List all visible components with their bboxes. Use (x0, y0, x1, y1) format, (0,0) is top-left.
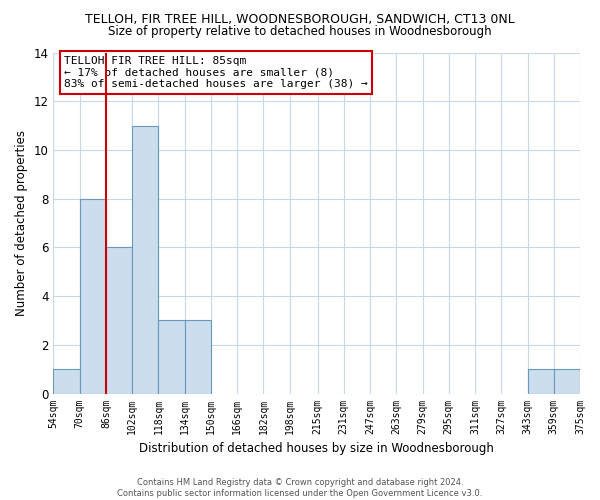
Bar (132, 126, 158, 394)
Text: TELLOH FIR TREE HILL: 85sqm
← 17% of detached houses are smaller (8)
83% of semi: TELLOH FIR TREE HILL: 85sqm ← 17% of det… (64, 56, 368, 89)
Bar (53, 369, 80, 394)
Bar (106, 248, 132, 394)
Text: Size of property relative to detached houses in Woodnesborough: Size of property relative to detached ho… (108, 25, 492, 38)
Bar (554, 369, 580, 394)
Bar (527, 369, 554, 394)
X-axis label: Distribution of detached houses by size in Woodnesborough: Distribution of detached houses by size … (139, 442, 494, 455)
Text: TELLOH, FIR TREE HILL, WOODNESBOROUGH, SANDWICH, CT13 0NL: TELLOH, FIR TREE HILL, WOODNESBOROUGH, S… (85, 12, 515, 26)
Y-axis label: Number of detached properties: Number of detached properties (15, 130, 28, 316)
Bar (158, 320, 185, 394)
Bar (80, 198, 106, 394)
Bar (185, 320, 211, 394)
Text: Contains HM Land Registry data © Crown copyright and database right 2024.
Contai: Contains HM Land Registry data © Crown c… (118, 478, 482, 498)
